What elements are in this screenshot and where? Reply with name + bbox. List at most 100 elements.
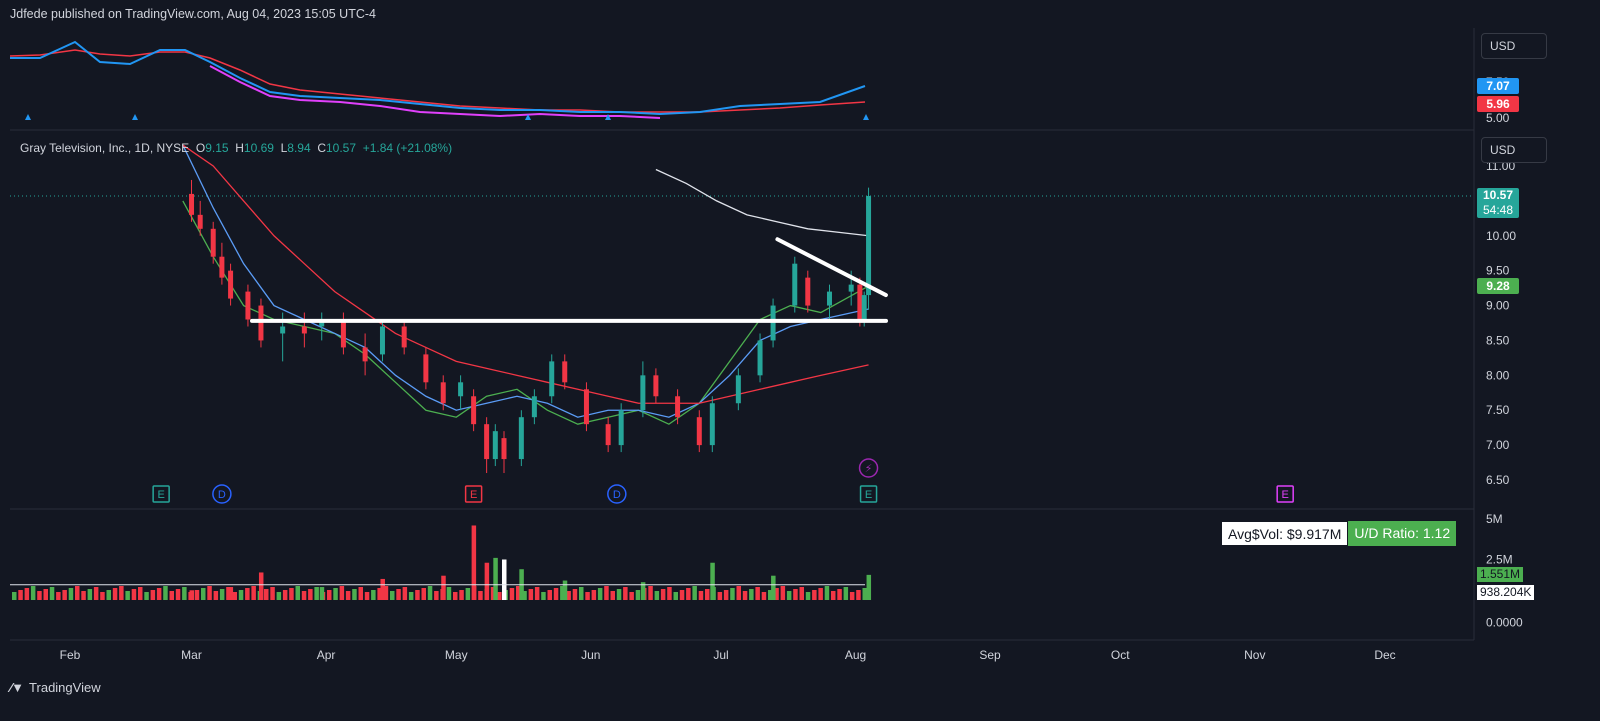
avg-volume-tag: 938.204K bbox=[1477, 585, 1535, 600]
candle-body bbox=[401, 326, 407, 348]
volume-bar bbox=[131, 589, 137, 600]
ud-ratio: U/D Ratio: 1.12 bbox=[1348, 521, 1457, 546]
candle-body bbox=[735, 375, 741, 404]
volume-bar bbox=[553, 588, 559, 600]
volume-bar bbox=[862, 588, 867, 600]
volume-bar bbox=[640, 582, 646, 600]
volume-bar bbox=[238, 590, 244, 600]
volume-bar bbox=[497, 592, 502, 600]
candle-body bbox=[501, 438, 507, 460]
volume-bar bbox=[837, 589, 842, 600]
volume-bar bbox=[264, 589, 269, 600]
volume-bar bbox=[24, 588, 30, 600]
indicator-magenta-line bbox=[209, 65, 661, 119]
avg-dollar-volume: Avg$Vol: $9.917M bbox=[1221, 521, 1349, 546]
candle-body bbox=[219, 256, 225, 278]
candle-body bbox=[792, 263, 798, 306]
price-tick-label: 7.50 bbox=[1486, 403, 1510, 417]
candle-body bbox=[861, 295, 867, 320]
price-tick-label: 9.50 bbox=[1486, 264, 1510, 278]
volume-bar bbox=[189, 590, 195, 600]
volume-bar bbox=[421, 588, 426, 600]
currency-button-main[interactable]: USD bbox=[1481, 137, 1547, 163]
volume-bar bbox=[201, 588, 206, 600]
volume-bar bbox=[547, 590, 552, 600]
volume-bar bbox=[604, 586, 609, 600]
volume-bar bbox=[698, 591, 704, 600]
volume-bar bbox=[219, 589, 225, 600]
volume-bar bbox=[856, 590, 861, 600]
volume-bar bbox=[812, 590, 817, 600]
event-marker-label: E bbox=[157, 489, 164, 501]
candle-body bbox=[319, 319, 325, 327]
volume-bar bbox=[415, 590, 420, 600]
open-value: 9.15 bbox=[205, 141, 229, 155]
volume-bar bbox=[43, 589, 48, 600]
volume-bar bbox=[383, 586, 389, 600]
volume-bar bbox=[755, 587, 760, 600]
price-tick-label: 9.00 bbox=[1486, 299, 1510, 313]
time-tick-label: Apr bbox=[317, 648, 336, 662]
volume-bar bbox=[710, 562, 715, 600]
volume-bar bbox=[251, 586, 256, 600]
volume-bar bbox=[522, 591, 527, 600]
candle-body bbox=[696, 417, 702, 446]
volume-bar bbox=[768, 590, 773, 600]
candle-body bbox=[518, 417, 524, 460]
candle-body bbox=[653, 375, 659, 397]
event-marker-label: D bbox=[613, 489, 621, 501]
volume-bar bbox=[786, 591, 792, 600]
candle-body bbox=[440, 382, 446, 404]
volume-bar bbox=[119, 586, 124, 600]
event-marker-label: E bbox=[470, 489, 477, 501]
change-value: +1.84 (+21.08%) bbox=[362, 141, 453, 155]
volume-bar bbox=[87, 589, 93, 600]
price-tick-label: 7.00 bbox=[1486, 438, 1510, 452]
volume-bar bbox=[371, 590, 376, 600]
volume-bar bbox=[459, 590, 464, 600]
volume-bar bbox=[93, 587, 99, 600]
price-tick-label: 8.00 bbox=[1486, 368, 1510, 382]
indicator-signal-marker bbox=[525, 114, 531, 120]
moving-average-line bbox=[182, 144, 869, 404]
volume-bar bbox=[18, 590, 23, 600]
volume-bar bbox=[453, 592, 458, 600]
close-price-tag: 10.57 54:48 bbox=[1477, 188, 1519, 218]
volume-bar bbox=[560, 586, 565, 600]
indicator-tick-label: 5.00 bbox=[1486, 111, 1510, 125]
trendline bbox=[775, 237, 888, 298]
volume-bar bbox=[327, 590, 332, 600]
candle-body bbox=[484, 424, 490, 460]
high-label: H bbox=[235, 141, 244, 155]
low-label: L bbox=[280, 141, 288, 155]
volume-bar bbox=[289, 588, 294, 600]
lightning-icon: ⚡ bbox=[865, 462, 873, 475]
candle-body bbox=[640, 375, 646, 411]
volume-bar bbox=[228, 587, 234, 600]
volume-bar bbox=[484, 562, 490, 600]
time-tick-label: Dec bbox=[1374, 648, 1395, 662]
indicator-signal-marker bbox=[605, 114, 611, 120]
candle-body bbox=[605, 424, 611, 446]
volume-bar bbox=[441, 575, 446, 600]
candle-body bbox=[675, 396, 681, 418]
volume-bar bbox=[562, 580, 568, 600]
volume-bar bbox=[623, 587, 628, 600]
volume-bar bbox=[427, 586, 433, 600]
currency-button-top[interactable]: USD bbox=[1481, 33, 1547, 59]
event-marker-label: E bbox=[1282, 489, 1289, 501]
close-value: 10.57 bbox=[326, 141, 357, 155]
candle-body bbox=[362, 347, 368, 362]
volume-bar bbox=[282, 590, 288, 600]
price-tick-label: 8.50 bbox=[1486, 333, 1510, 347]
volume-bar bbox=[358, 587, 363, 600]
volume-bar bbox=[686, 588, 691, 600]
candle-body bbox=[210, 228, 216, 257]
candle-body bbox=[245, 291, 251, 320]
volume-bar bbox=[566, 591, 571, 600]
volume-bar bbox=[629, 592, 634, 600]
volume-bar bbox=[226, 587, 231, 600]
close-price-value: 10.57 bbox=[1482, 188, 1514, 202]
volume-bar bbox=[75, 586, 80, 600]
